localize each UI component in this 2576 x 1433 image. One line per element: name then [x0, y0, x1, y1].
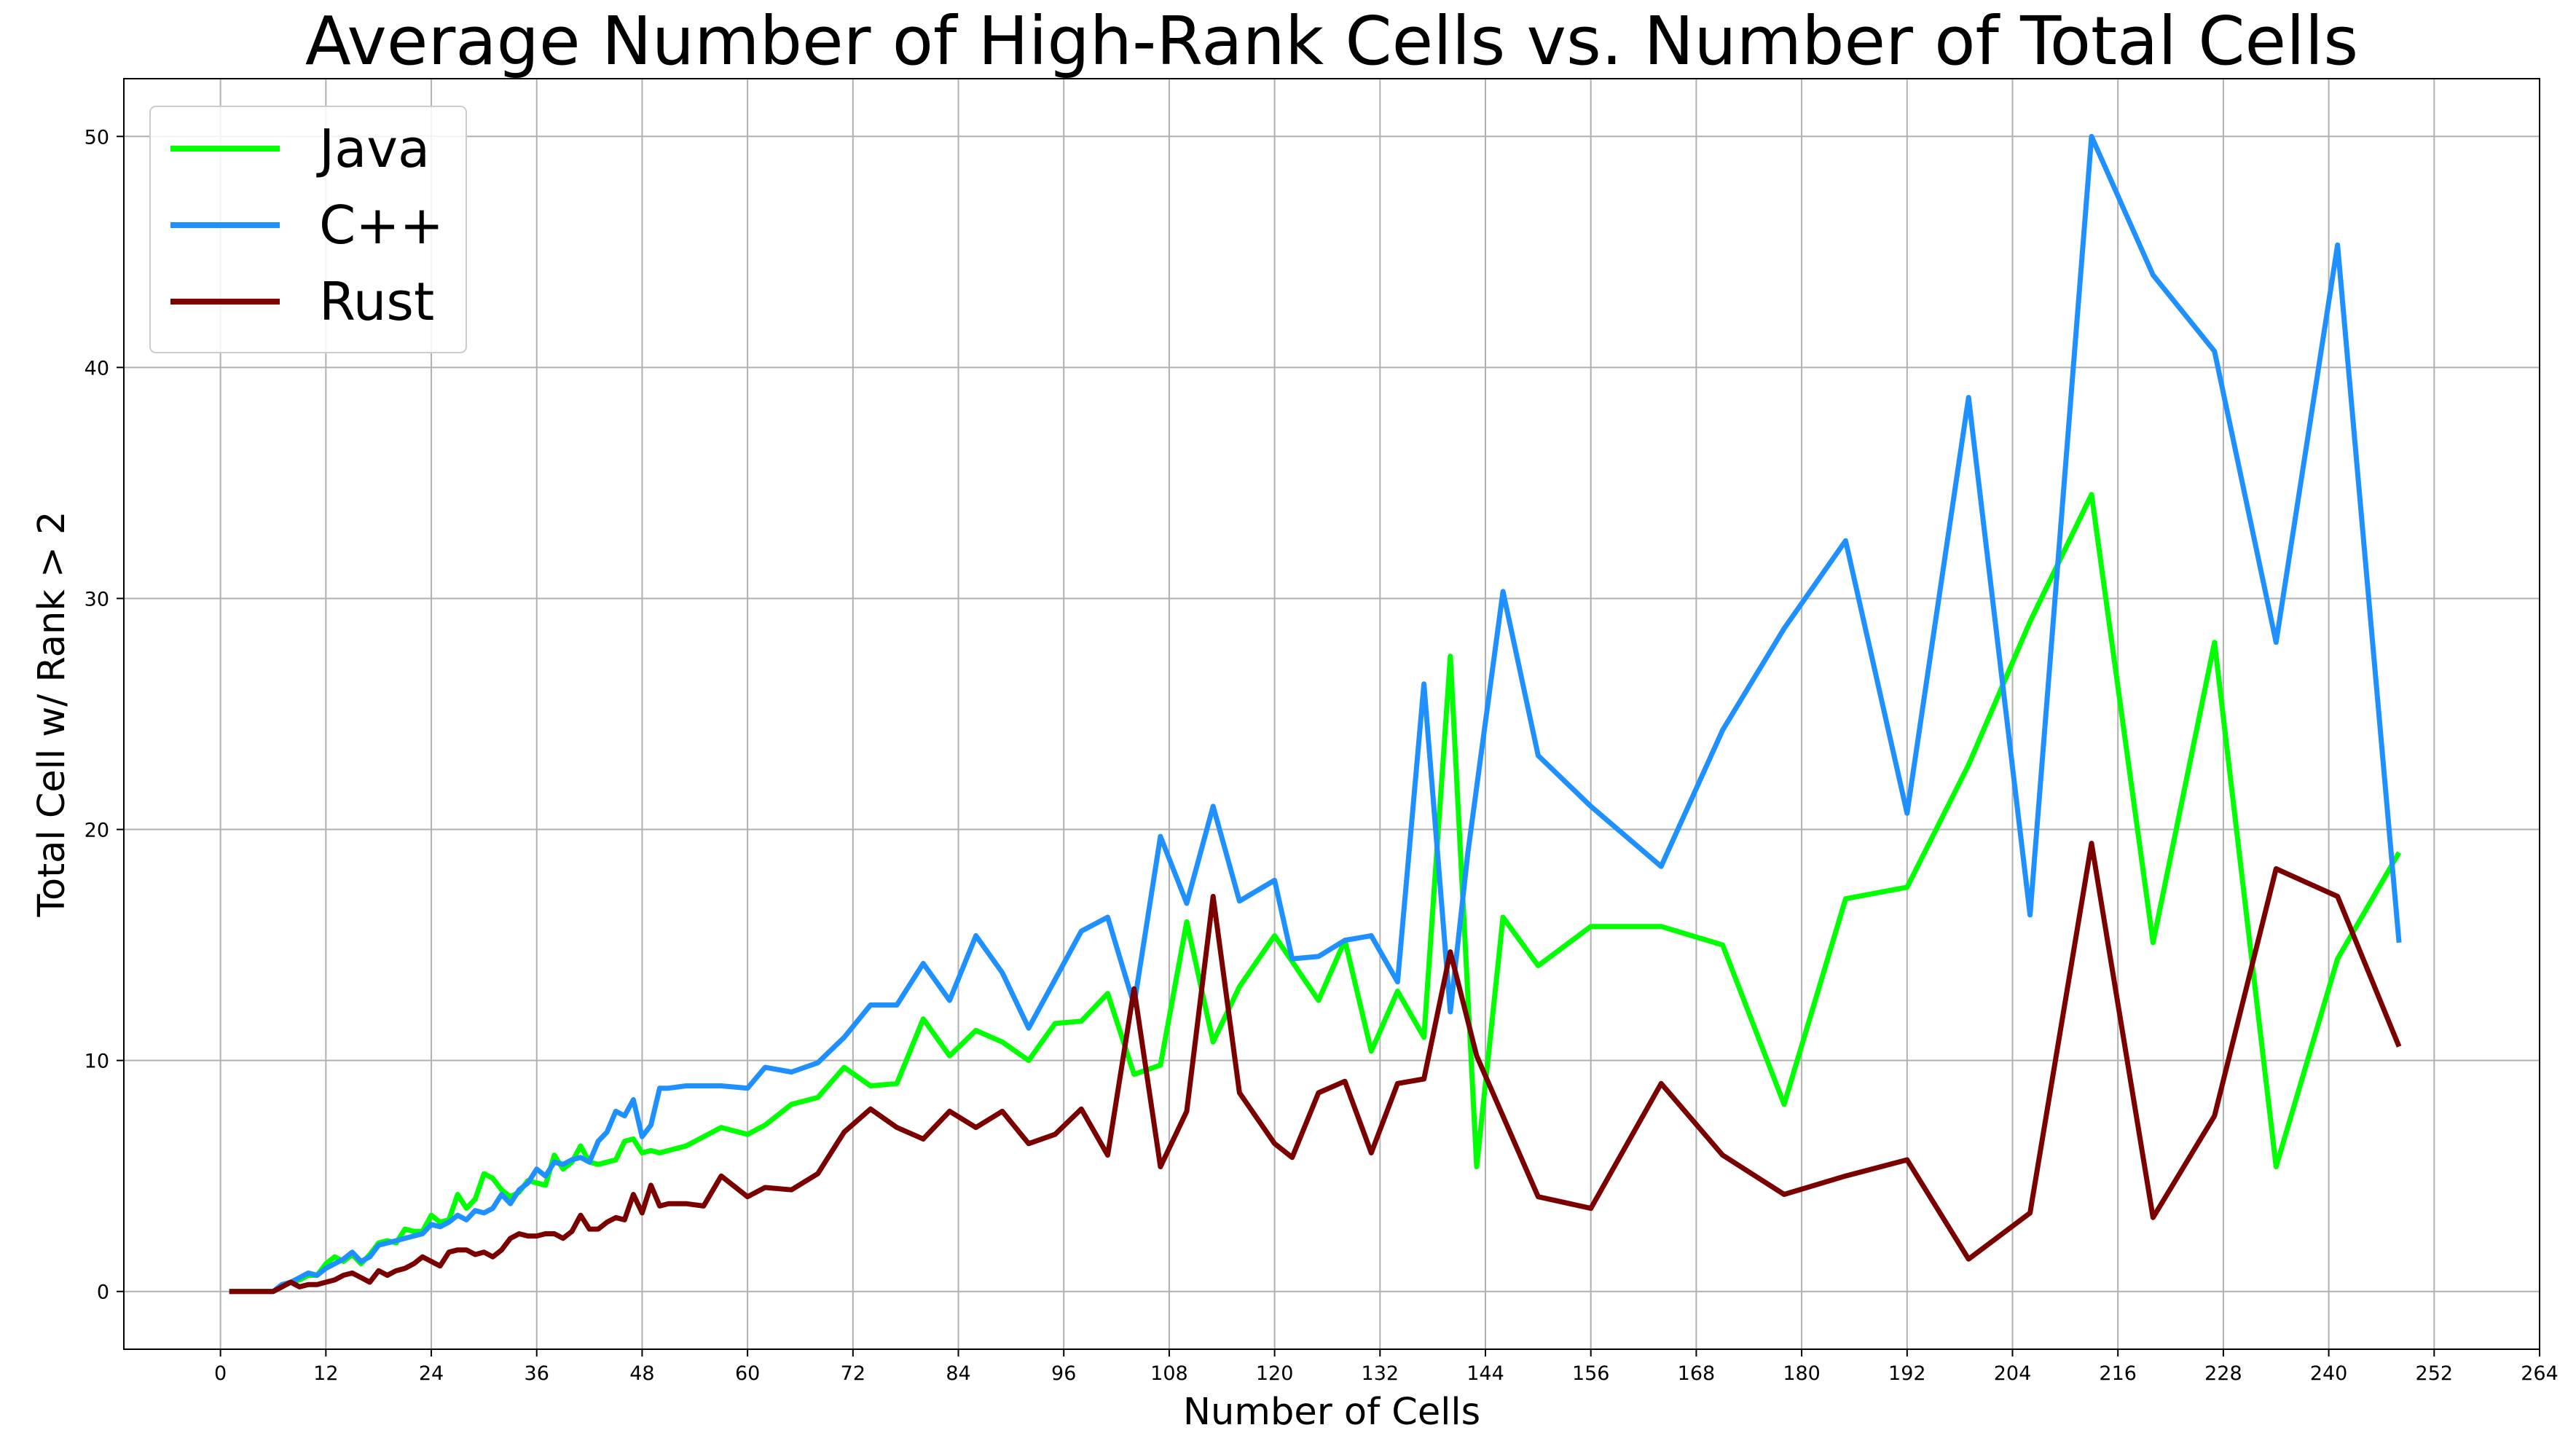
x-tick-label: 60: [735, 1362, 760, 1385]
x-tick-label: 252: [2416, 1362, 2454, 1385]
x-tick-label: 168: [1678, 1362, 1716, 1385]
x-tick-label: 132: [1362, 1362, 1399, 1385]
series-line-cplus: [229, 133, 2402, 1295]
x-tick-label: 192: [1888, 1362, 1926, 1385]
series-lines: [229, 133, 2402, 1295]
legend-label: Rust: [319, 271, 434, 332]
grid: [124, 79, 2540, 1349]
legend-box: [149, 106, 467, 353]
y-tick-label: 20: [85, 820, 109, 842]
x-tick-label: 72: [841, 1362, 865, 1385]
legend: Java C++ Rust: [149, 106, 467, 353]
chart-title: Average Number of High-Rank Cells vs. Nu…: [305, 2, 2358, 80]
legend-label: Java: [316, 118, 430, 179]
series-line-rust: [229, 841, 2402, 1295]
x-tick-label: 204: [1994, 1362, 2032, 1385]
x-tick-label: 216: [2099, 1362, 2137, 1385]
x-tick-label: 264: [2521, 1362, 2559, 1385]
x-tick-label: 84: [946, 1362, 970, 1385]
x-tick-label: 12: [313, 1362, 338, 1385]
x-tick-label: 120: [1256, 1362, 1294, 1385]
x-tick-label: 96: [1051, 1362, 1076, 1385]
y-tick-label: 30: [85, 588, 109, 611]
y-axis-label: Total Cell w/ Rank > 2: [31, 511, 74, 918]
x-tick-label: 24: [419, 1362, 444, 1385]
y-tick-label: 40: [85, 357, 109, 380]
axis-ticks: 0 12 24 36 48 60 72 84 96 108 120 132 144 156 168 180 19…: [85, 126, 2559, 1385]
x-tick-label: 156: [1572, 1362, 1610, 1385]
x-tick-label: 240: [2310, 1362, 2348, 1385]
y-tick-label: 10: [85, 1051, 109, 1073]
legend-label: C++: [319, 195, 444, 256]
x-tick-label: 0: [214, 1362, 227, 1385]
x-axis-label: Number of Cells: [1183, 1391, 1480, 1433]
x-tick-label: 48: [629, 1362, 654, 1385]
x-tick-label: 228: [2204, 1362, 2242, 1385]
x-tick-label: 108: [1150, 1362, 1188, 1385]
series-line-java: [229, 492, 2402, 1295]
x-tick-label: 144: [1466, 1362, 1504, 1385]
y-tick-label: 50: [85, 126, 109, 149]
y-tick-label: 0: [97, 1281, 109, 1304]
x-tick-label: 36: [525, 1362, 549, 1385]
x-tick-label: 180: [1783, 1362, 1821, 1385]
plot-area-frame: [123, 78, 2540, 1350]
